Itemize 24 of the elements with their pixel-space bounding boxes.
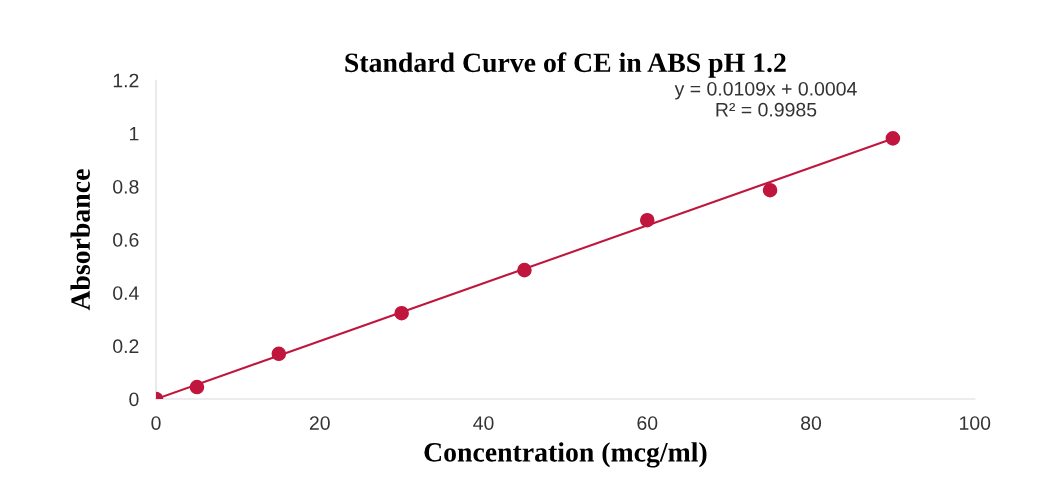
y-tick-label: 0.6 (113, 233, 139, 247)
y-tick-label: 0.8 (113, 179, 139, 194)
y-tick-label: 1.2 (113, 73, 139, 88)
point (394, 305, 409, 321)
annotation: y = 0.0109x + 0.0004 R² = 0.9985 (674, 81, 857, 117)
y-tick-label: 0.2 (113, 339, 139, 354)
y-tick-label: 0.4 (113, 286, 139, 300)
point (189, 379, 205, 395)
x-tick-label: 100 (960, 416, 991, 430)
point (271, 346, 287, 362)
x-tick-label: 80 (801, 416, 822, 430)
y-tick-label: 0 (129, 392, 139, 407)
y-tick-label: 1 (130, 126, 139, 141)
point (639, 212, 655, 228)
x-tick-label: 40 (473, 416, 494, 430)
point (885, 131, 901, 146)
point (517, 262, 532, 278)
y-axis-title: Absorbance (70, 169, 90, 311)
x-tick-label: 20 (309, 416, 330, 430)
x-tick-label: 0 (151, 416, 161, 430)
x-tick-label: 60 (637, 416, 658, 430)
point (762, 182, 778, 198)
chart-title: Standard Curve of CE in ABS pH 1.2 (345, 52, 786, 78)
x-axis-title: Concentration (mcg/ml) (424, 442, 707, 468)
